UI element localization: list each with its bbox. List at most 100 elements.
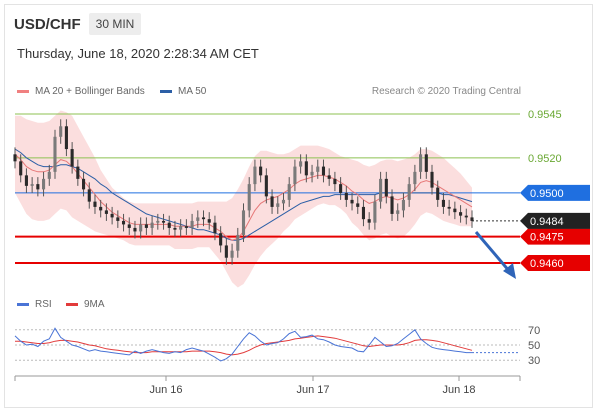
- legend-ma50: MA 50: [160, 86, 206, 97]
- candle-body: [110, 213, 114, 218]
- forecast-arrow-shaft: [474, 231, 512, 273]
- candle-body: [24, 175, 28, 186]
- x-tick-label: Jun 16: [149, 384, 182, 396]
- candle-body: [156, 220, 160, 223]
- candle-body: [316, 166, 320, 172]
- candle-body: [173, 227, 177, 230]
- candle-body: [276, 203, 280, 207]
- legend-ma20-label: MA 20 + Bollinger Bands: [35, 86, 145, 97]
- candle-body: [459, 212, 463, 216]
- candle-body: [384, 178, 388, 197]
- candle-body: [344, 192, 348, 200]
- candle-body: [241, 210, 246, 235]
- candle-body: [161, 220, 166, 223]
- candle-body: [321, 166, 326, 176]
- research-credit: Research © 2020 Trading Central: [371, 86, 521, 97]
- candle-body: [196, 217, 200, 221]
- timeframe-badge[interactable]: 30 MIN: [88, 13, 142, 35]
- candle-body: [219, 233, 223, 246]
- candle-body: [464, 215, 468, 218]
- candle-body: [127, 224, 131, 228]
- candle-body: [470, 217, 474, 221]
- level-tag: [520, 228, 590, 245]
- timestamp: Thursday, June 18, 2020 2:28:34 AM CET: [17, 46, 259, 61]
- candle-body: [299, 161, 303, 167]
- candle-body: [76, 166, 80, 179]
- legend-rsi-label: RSI: [35, 299, 52, 310]
- candle-body: [99, 206, 103, 211]
- bollinger-band: [15, 110, 472, 288]
- rsi-line: [14, 327, 472, 362]
- ma50-swatch: [160, 90, 172, 93]
- candle-body: [13, 154, 17, 162]
- legend-9ma-label: 9MA: [84, 299, 105, 310]
- 9ma-swatch: [66, 303, 78, 306]
- rsi-swatch: [17, 303, 29, 306]
- level-tag: [520, 184, 590, 201]
- candle-body: [133, 227, 137, 232]
- legend-rsi: RSI: [17, 299, 52, 310]
- candle-body: [304, 161, 308, 176]
- candle-body: [441, 199, 445, 207]
- rsi-9ma-line: [15, 335, 473, 356]
- legend-ma50-label: MA 50: [178, 86, 207, 97]
- candle-body: [230, 250, 234, 258]
- candle-body: [104, 210, 108, 214]
- candle-body: [413, 171, 417, 185]
- candle-body: [207, 219, 211, 223]
- candle-body: [293, 166, 297, 185]
- candle-body: [213, 222, 217, 234]
- candle-body: [139, 224, 143, 232]
- level-label: 0.9475: [530, 232, 564, 244]
- candle-body: [184, 226, 188, 228]
- candle-body: [93, 201, 97, 207]
- candle-body: [350, 199, 354, 204]
- candle-body: [281, 199, 286, 204]
- candle-body: [333, 178, 337, 185]
- candle-body: [401, 199, 406, 211]
- candle-body: [42, 178, 46, 190]
- candle-body: [396, 210, 400, 214]
- candle-body: [379, 178, 383, 202]
- candle-body: [224, 245, 228, 258]
- candle-body: [264, 175, 268, 197]
- candle-body: [87, 189, 91, 202]
- candle-body: [144, 224, 148, 228]
- candle-body: [30, 184, 34, 186]
- candle-body: [453, 208, 457, 213]
- candle-body: [236, 234, 240, 251]
- rsi-tick-label: 50: [528, 340, 540, 352]
- level-tag: [520, 254, 590, 271]
- candle-body: [190, 220, 194, 228]
- symbol-label: USD/CHF: [14, 15, 81, 33]
- candle-body: [64, 126, 68, 150]
- level-label: 0.9500: [530, 188, 564, 200]
- candle-body: [339, 184, 343, 193]
- level-label: 0.9545: [528, 109, 562, 121]
- candle-body: [179, 226, 183, 230]
- candle-body: [201, 217, 206, 220]
- candle-body: [367, 219, 371, 223]
- candle-body: [436, 187, 440, 200]
- legend-9ma: 9MA: [66, 299, 105, 310]
- candle-body: [167, 222, 171, 228]
- candle-body: [81, 178, 86, 190]
- candle-body: [390, 196, 394, 214]
- level-label: 0.9520: [528, 153, 562, 165]
- candle-body: [59, 126, 63, 137]
- rsi-tick-label: 70: [528, 325, 540, 337]
- candle-body: [247, 184, 251, 211]
- candle-body: [287, 184, 291, 200]
- candle-body: [327, 175, 331, 179]
- candle-body: [121, 220, 126, 225]
- candle-body: [430, 171, 434, 188]
- candle-body: [116, 217, 120, 221]
- candle-body: [150, 222, 154, 228]
- candle-body: [36, 184, 40, 190]
- chart-header: USD/CHF 30 MIN: [14, 12, 142, 36]
- level-label: 0.9460: [530, 258, 564, 270]
- candle-body: [407, 184, 411, 200]
- candle-body: [70, 149, 74, 167]
- candle-body: [356, 203, 360, 207]
